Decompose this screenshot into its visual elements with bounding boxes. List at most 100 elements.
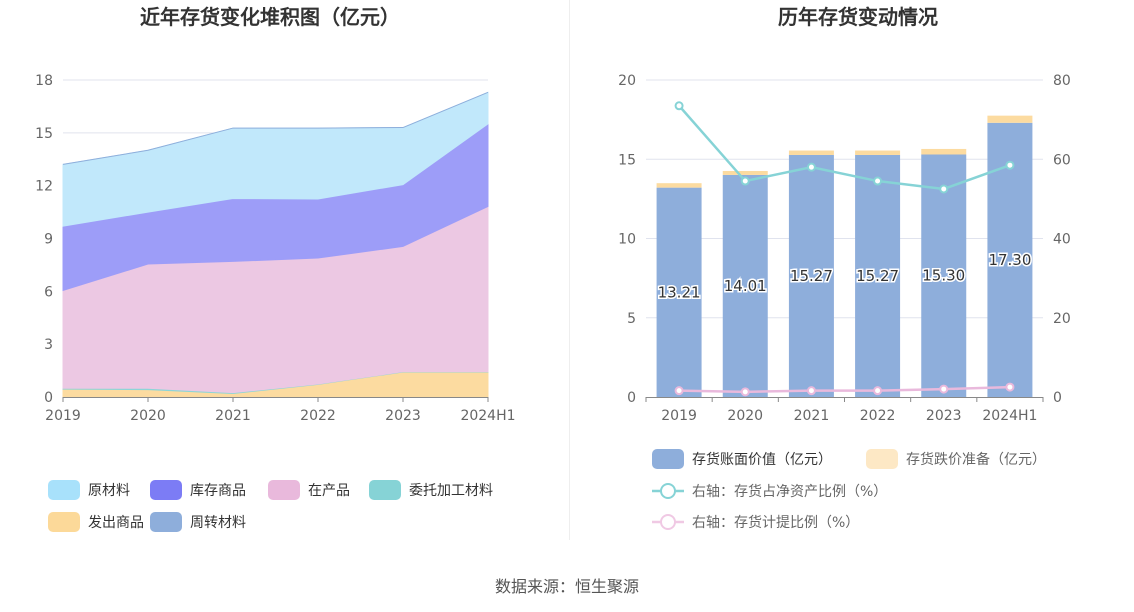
right-y2-tick-label: 0 (1053, 390, 1062, 406)
right-legend-item[interactable]: 存货账面价值（亿元） (652, 449, 832, 469)
bar-book-value (921, 154, 967, 397)
right-legend-item[interactable]: 右轴：存货占净资产比例（%） (652, 483, 887, 500)
right-line-series (674, 101, 1015, 397)
left-area-series (62, 91, 489, 398)
legend-swatch (48, 480, 80, 500)
area-series-6 (62, 91, 489, 165)
left-chart-title: 近年存货变化堆积图（亿元） (140, 5, 400, 29)
left-x-tick-label: 2022 (300, 408, 336, 424)
left-legend-item[interactable]: 周转材料 (150, 512, 246, 532)
right-y2-tick-label: 20 (1053, 311, 1071, 327)
bar-book-value (656, 187, 702, 397)
left-legend-item[interactable]: 委托加工材料 (369, 480, 493, 500)
left-legend-item[interactable]: 发出商品 (48, 512, 144, 532)
legend-label: 库存商品 (190, 483, 246, 499)
right-y-tick-label: 15 (618, 152, 636, 168)
left-x-tick-label: 2019 (45, 408, 81, 424)
right-grid: 0 5 10 15 20 0 20 40 60 80 (618, 73, 1071, 406)
line-point (939, 384, 949, 394)
bar-data-label: 15.30 (922, 267, 965, 285)
right-legend: 存货账面价值（亿元） 存货跌价准备（亿元） 右轴：存货占净资产比例（%） 右轴：存货计… (652, 449, 1046, 531)
right-y-tick-label: 20 (618, 73, 636, 89)
line-point (873, 176, 883, 186)
legend-label: 发出商品 (88, 515, 144, 531)
right-x-tick-label: 2019 (661, 408, 697, 424)
legend-swatch-marker (660, 514, 676, 530)
legend-label: 右轴：存货占净资产比例（%） (692, 483, 887, 500)
left-y-tick-label: 15 (35, 126, 53, 142)
right-x-tick-label: 2024H1 (982, 408, 1037, 424)
left-y-tick-label: 6 (44, 284, 53, 300)
left-x-tick-label: 2023 (385, 408, 421, 424)
bar-book-value (788, 154, 834, 397)
left-legend-item[interactable]: 原材料 (48, 480, 130, 500)
line-point (873, 386, 883, 396)
right-x-tick-label: 2022 (860, 408, 896, 424)
right-bar-series: 13.21 14.01 15.27 15.27 15.30 17.30 (656, 115, 1033, 398)
left-x-tick-label: 2024H1 (460, 408, 515, 424)
line-point (939, 184, 949, 194)
right-y2-tick-label: 40 (1053, 232, 1071, 248)
right-y-tick-label: 10 (618, 232, 636, 248)
legend-swatch (268, 480, 300, 500)
bar-impairment (656, 183, 702, 188)
legend-label: 委托加工材料 (409, 483, 493, 499)
legend-label: 存货跌价准备（亿元） (906, 451, 1046, 468)
right-y-tick-label: 0 (627, 390, 636, 406)
data-source: 数据来源：恒生聚源 (495, 577, 639, 596)
bar-impairment (788, 150, 834, 155)
bar-impairment (855, 150, 901, 155)
line-point (806, 386, 816, 396)
right-legend-item[interactable]: 右轴：存货计提比例（%） (652, 514, 859, 531)
bar-impairment (921, 148, 967, 155)
legend-swatch-marker (660, 483, 676, 499)
bar-data-label: 17.30 (988, 251, 1031, 269)
bar-data-label: 15.27 (790, 267, 833, 285)
line-point (740, 176, 750, 186)
left-y-tick-label: 0 (44, 390, 53, 406)
line-point (806, 162, 816, 172)
stacked-area-chart: 近年存货变化堆积图（亿元） 0 3 6 9 12 15 18 2019 2020 2021 202… (35, 5, 516, 532)
right-y2-tick-label: 80 (1053, 73, 1071, 89)
bar-impairment (722, 170, 768, 175)
legend-label: 在产品 (308, 483, 350, 499)
line-point (674, 386, 684, 396)
left-x-tick-label: 2020 (130, 408, 166, 424)
right-y2-tick-label: 60 (1053, 152, 1071, 168)
left-legend-item[interactable]: 在产品 (268, 480, 350, 500)
legend-swatch (150, 512, 182, 532)
right-chart-title: 历年存货变动情况 (778, 5, 938, 29)
legend-label: 周转材料 (190, 515, 246, 531)
legend-swatch (48, 512, 80, 532)
bar-data-label: 14.01 (724, 277, 767, 295)
left-x-tick-label: 2021 (215, 408, 251, 424)
legend-label: 存货账面价值（亿元） (692, 451, 832, 468)
left-legend-item[interactable]: 库存商品 (150, 480, 246, 500)
legend-swatch (652, 449, 684, 469)
legend-swatch (369, 480, 401, 500)
right-axis: 2019 2020 2021 2022 2023 2024H1 (645, 397, 1044, 424)
legend-swatch (150, 480, 182, 500)
left-y-tick-label: 9 (44, 232, 53, 248)
right-x-tick-label: 2020 (727, 408, 763, 424)
line-series-1 (678, 104, 1011, 191)
right-x-tick-label: 2021 (794, 408, 830, 424)
bar-book-value (722, 174, 768, 397)
right-x-tick-label: 2023 (926, 408, 962, 424)
line-series-2 (679, 385, 1010, 394)
right-legend-item[interactable]: 存货跌价准备（亿元） (866, 449, 1046, 469)
bar-book-value (855, 154, 901, 397)
left-axis: 2019 2020 2021 2022 2023 2024H1 (45, 397, 516, 424)
line-point (740, 387, 750, 397)
bar-data-label: 15.27 (856, 267, 899, 285)
left-y-tick-label: 12 (35, 179, 53, 195)
legend-label: 右轴：存货计提比例（%） (692, 514, 859, 531)
line-point (1005, 160, 1015, 170)
legend-label: 原材料 (88, 483, 130, 499)
bar-line-chart: 历年存货变动情况 0 5 10 15 20 0 20 40 60 80 13.21 14.01 15.… (618, 5, 1071, 531)
bar-impairment (987, 115, 1033, 123)
left-y-tick-label: 3 (44, 337, 53, 353)
legend-swatch (866, 449, 898, 469)
